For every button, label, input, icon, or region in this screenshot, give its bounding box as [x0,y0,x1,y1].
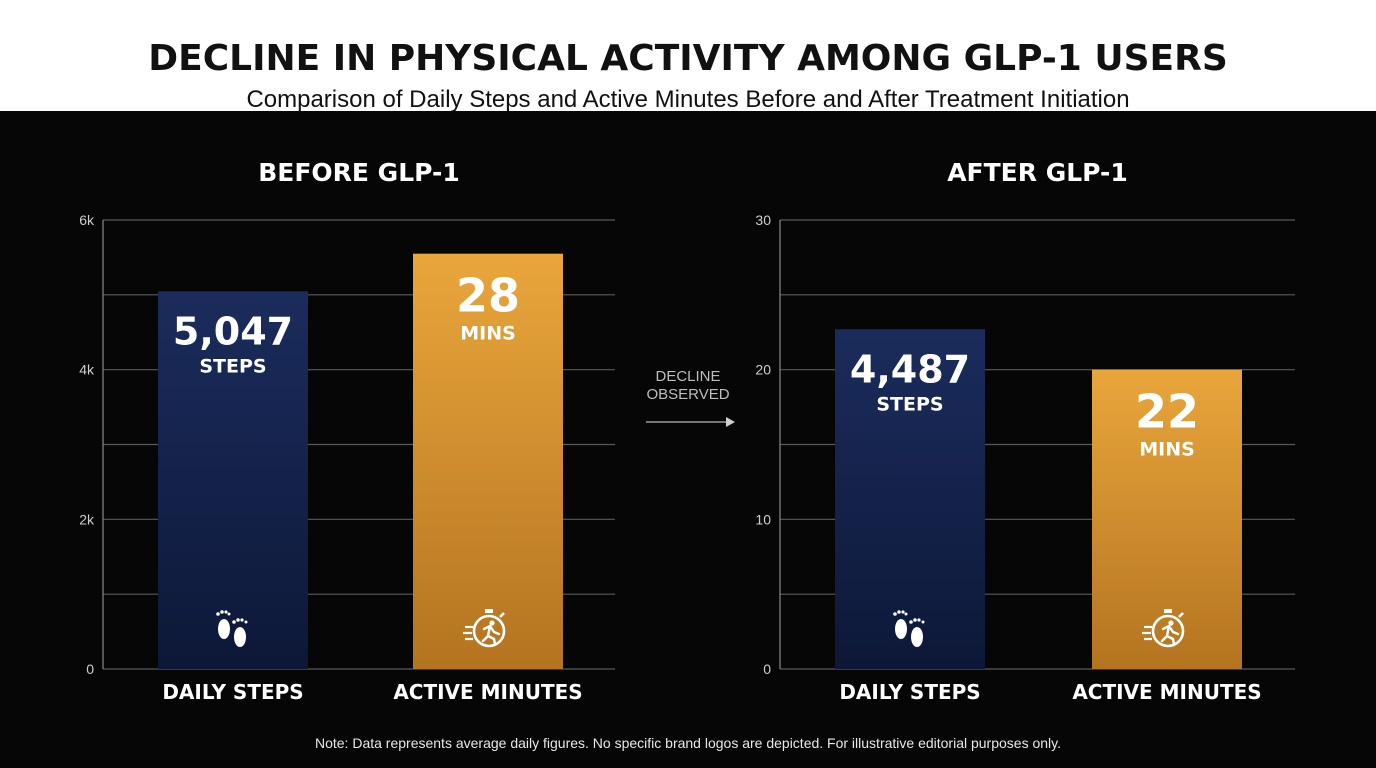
bar-active-minutes [1092,369,1242,669]
x-category-label: ACTIVE MINUTES [393,680,582,704]
x-category-label: ACTIVE MINUTES [1072,680,1261,704]
y-tick-label: 6k [79,212,95,228]
data-label-unit: MINS [460,323,516,345]
data-label-value: 5,047 [173,309,293,353]
stopwatch-runner-icon [463,609,506,648]
y-tick-label: 4k [79,362,95,378]
data-label-value: 22 [1135,385,1199,439]
chart-title: DECLINE IN PHYSICAL ACTIVITY AMONG GLP-1… [148,38,1228,79]
footnote: Note: Data represents average daily figu… [314,735,1061,751]
bar-daily-steps [835,329,985,669]
data-label-unit: STEPS [199,355,266,377]
panel-title-before: BEFORE GLP-1 [258,158,460,187]
y-tick-label: 20 [755,362,771,378]
decline-label-line1: DECLINE [655,368,721,385]
data-label-unit: STEPS [876,393,943,415]
y-tick-label: 30 [755,212,771,228]
y-tick-label: 0 [86,661,94,677]
data-label-value: 28 [456,269,520,323]
footprints-icon [216,610,248,647]
header [0,0,1376,111]
decline-arrow-icon [646,417,735,427]
data-label-value: 4,487 [850,347,970,391]
x-category-label: DAILY STEPS [162,680,303,704]
footprints-icon [893,610,925,647]
bar-daily-steps [158,291,308,669]
stopwatch-runner-icon [1142,609,1185,648]
y-tick-label: 0 [763,661,771,677]
decline-label-line2: OBSERVED [646,386,730,403]
panel-title-after: AFTER GLP-1 [947,158,1128,187]
chart-subtitle: Comparison of Daily Steps and Active Min… [246,86,1130,113]
decline-observed-label: DECLINE OBSERVED [628,368,748,404]
bar-active-minutes [413,253,563,670]
y-tick-label: 10 [755,511,771,527]
data-label-unit: MINS [1139,439,1195,461]
x-category-label: DAILY STEPS [839,680,980,704]
y-tick-label: 2k [79,511,95,527]
